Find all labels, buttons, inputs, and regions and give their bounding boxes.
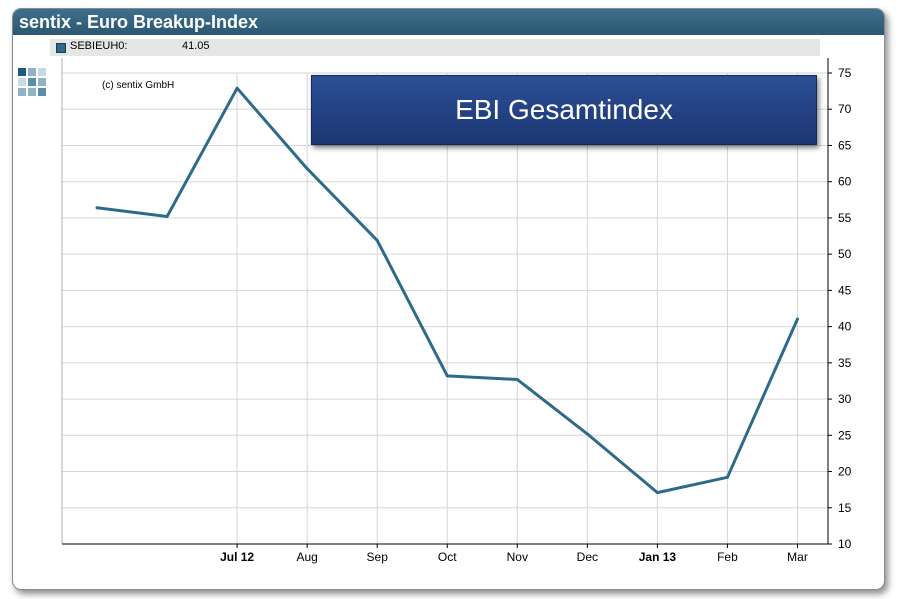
legend-series-label: SEBIEUH0: xyxy=(70,40,128,52)
y-tick-label: 50 xyxy=(838,247,852,261)
y-tick-label: 60 xyxy=(838,175,852,189)
data-point xyxy=(375,238,379,242)
x-tick-label: Sep xyxy=(367,550,389,564)
grid xyxy=(61,58,832,548)
sentix-logo-icon xyxy=(8,34,46,96)
y-tick-label: 25 xyxy=(838,428,852,442)
data-point xyxy=(796,317,799,321)
y-tick-label: 30 xyxy=(838,392,852,406)
y-tick-label: 65 xyxy=(838,138,852,152)
window-title: sentix - Euro Breakup-Index xyxy=(13,9,884,35)
y-tick-label: 40 xyxy=(838,320,852,334)
x-tick-label: Dec xyxy=(577,550,598,564)
x-tick-label: Nov xyxy=(507,550,528,564)
x-tick-label: Mar xyxy=(787,550,808,564)
y-tick-label: 20 xyxy=(838,465,852,479)
x-tick-label: Jan 13 xyxy=(639,550,677,564)
data-point xyxy=(655,491,659,495)
data-point xyxy=(515,378,519,382)
y-tick-label: 15 xyxy=(838,501,852,515)
legend-swatch xyxy=(56,43,66,53)
y-tick-label: 45 xyxy=(838,283,852,297)
data-point xyxy=(235,86,239,90)
data-point xyxy=(445,374,449,378)
y-tick-label: 70 xyxy=(838,102,852,116)
y-tick-label: 75 xyxy=(838,66,852,80)
data-point xyxy=(725,475,729,479)
data-point xyxy=(585,432,589,436)
x-tick-label: Aug xyxy=(296,550,317,564)
y-tick-label: 55 xyxy=(838,211,852,225)
y-tick-label: 10 xyxy=(838,537,852,551)
x-tick-label: Jul 12 xyxy=(220,550,254,564)
legend: SEBIEUH0: 41.05 xyxy=(50,39,820,56)
y-tick-label: 35 xyxy=(838,356,852,370)
banner: EBI Gesamtindex xyxy=(311,75,817,145)
legend-series-value: 41.05 xyxy=(182,40,210,52)
x-tick-label: Oct xyxy=(438,550,457,564)
banner-text: EBI Gesamtindex xyxy=(455,94,673,125)
data-point xyxy=(305,167,309,171)
data-point xyxy=(165,214,169,218)
copyright-text: (c) sentix GmbH xyxy=(102,80,174,91)
data-point xyxy=(95,206,99,210)
x-tick-label: Feb xyxy=(717,550,738,564)
